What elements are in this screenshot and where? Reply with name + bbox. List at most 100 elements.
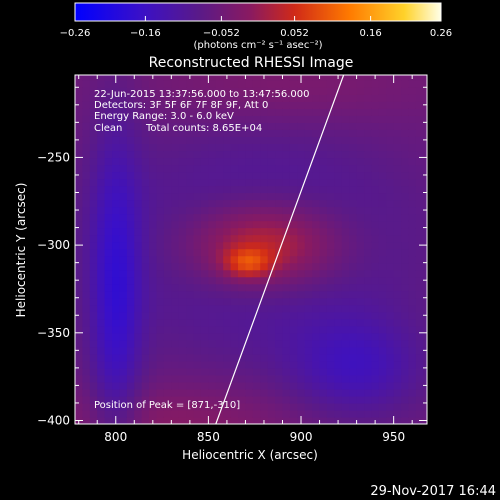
heatmap-cell: [364, 353, 373, 362]
heatmap-cell: [156, 311, 165, 320]
heatmap-cell: [289, 248, 298, 257]
heatmap-cell: [289, 234, 298, 243]
heatmap-cell: [408, 346, 417, 355]
heatmap-cell: [341, 213, 350, 222]
heatmap-cell: [401, 332, 410, 341]
heatmap-cell: [126, 227, 135, 236]
heatmap-cell: [423, 94, 427, 102]
heatmap-cell: [126, 304, 135, 313]
heatmap-cell: [134, 164, 143, 173]
heatmap-cell: [149, 276, 158, 285]
heatmap-cell: [75, 178, 84, 187]
heatmap-cell: [126, 108, 135, 116]
heatmap-cell: [149, 178, 158, 187]
heatmap-cell: [334, 101, 343, 109]
heatmap-cell: [156, 206, 165, 215]
heatmap-cell: [386, 234, 395, 243]
heatmap-cell: [423, 325, 427, 334]
heatmap-cell: [112, 115, 121, 123]
heatmap-cell: [319, 388, 328, 397]
heatmap-cell: [378, 108, 387, 116]
heatmap-cell: [171, 269, 180, 278]
heatmap-cell: [163, 164, 172, 173]
heatmap-cell: [349, 262, 358, 271]
heatmap-cell: [104, 318, 113, 327]
heatmap-cell: [282, 108, 291, 116]
heatmap-cell: [200, 346, 209, 355]
heatmap-cell: [252, 150, 261, 159]
heatmap-cell: [156, 164, 165, 173]
heatmap-cell: [371, 388, 380, 397]
heatmap-cell: [378, 255, 387, 264]
heatmap-cell: [112, 402, 121, 411]
heatmap-cell: [252, 367, 261, 376]
heatmap-cell: [378, 360, 387, 369]
heatmap-cell: [141, 332, 150, 341]
heatmap-cell: [282, 136, 291, 144]
heatmap-cell: [334, 374, 343, 383]
heatmap-cell: [275, 325, 284, 334]
heatmap-cell: [252, 269, 261, 278]
heatmap-cell: [223, 409, 232, 418]
heatmap-cell: [97, 213, 106, 222]
heatmap-cell: [163, 297, 172, 306]
heatmap-cell: [156, 199, 165, 208]
heatmap-cell: [245, 192, 254, 201]
heatmap-cell: [126, 388, 135, 397]
heatmap-cell: [186, 220, 195, 229]
heatmap-cell: [364, 108, 373, 116]
heatmap-cell: [119, 339, 128, 348]
heatmap-cell: [193, 206, 202, 215]
heatmap-cell: [267, 262, 276, 271]
heatmap-cell: [163, 234, 172, 243]
heatmap-cell: [260, 164, 269, 173]
heatmap-cell: [245, 255, 254, 264]
annotation-energy: Energy Range: 3.0 - 6.0 keV: [94, 111, 234, 122]
heatmap-cell: [356, 234, 365, 243]
heatmap-cell: [282, 101, 291, 109]
heatmap-cell: [378, 234, 387, 243]
heatmap-cell: [371, 241, 380, 250]
heatmap-cell: [423, 157, 427, 166]
heatmap-cell: [408, 115, 417, 123]
heatmap-cell: [423, 115, 427, 123]
heatmap-cell: [193, 122, 202, 130]
heatmap-cell: [334, 171, 343, 180]
heatmap-cell: [275, 80, 284, 88]
heatmap-cell: [163, 290, 172, 299]
heatmap-cell: [423, 213, 427, 222]
heatmap-cell: [423, 269, 427, 278]
heatmap-cell: [141, 262, 150, 271]
heatmap-cell: [134, 80, 143, 88]
heatmap-cell: [97, 416, 106, 424]
heatmap-cell: [341, 101, 350, 109]
heatmap-cell: [89, 206, 98, 215]
heatmap-cell: [297, 178, 306, 187]
heatmap-cell: [415, 388, 424, 397]
heatmap-cell: [156, 234, 165, 243]
heatmap-cell: [349, 171, 358, 180]
heatmap-cell: [119, 367, 128, 376]
heatmap-cell: [178, 227, 187, 236]
heatmap-cell: [126, 395, 135, 404]
heatmap-cell: [149, 395, 158, 404]
heatmap-cell: [334, 255, 343, 264]
heatmap-cell: [267, 101, 276, 109]
heatmap-cell: [171, 339, 180, 348]
heatmap-cell: [75, 199, 84, 208]
heatmap-cell: [304, 241, 313, 250]
heatmap-cell: [386, 80, 395, 88]
heatmap-cell: [282, 255, 291, 264]
heatmap-cell: [112, 339, 121, 348]
heatmap-cell: [260, 304, 269, 313]
heatmap-cell: [312, 388, 321, 397]
heatmap-cell: [112, 381, 121, 390]
heatmap-cell: [393, 388, 402, 397]
heatmap-cell: [208, 346, 217, 355]
heatmap-cell: [393, 381, 402, 390]
heatmap-cell: [134, 108, 143, 116]
heatmap-cell: [319, 101, 328, 109]
heatmap-cell: [134, 171, 143, 180]
heatmap-cell: [267, 213, 276, 222]
heatmap-cell: [141, 213, 150, 222]
